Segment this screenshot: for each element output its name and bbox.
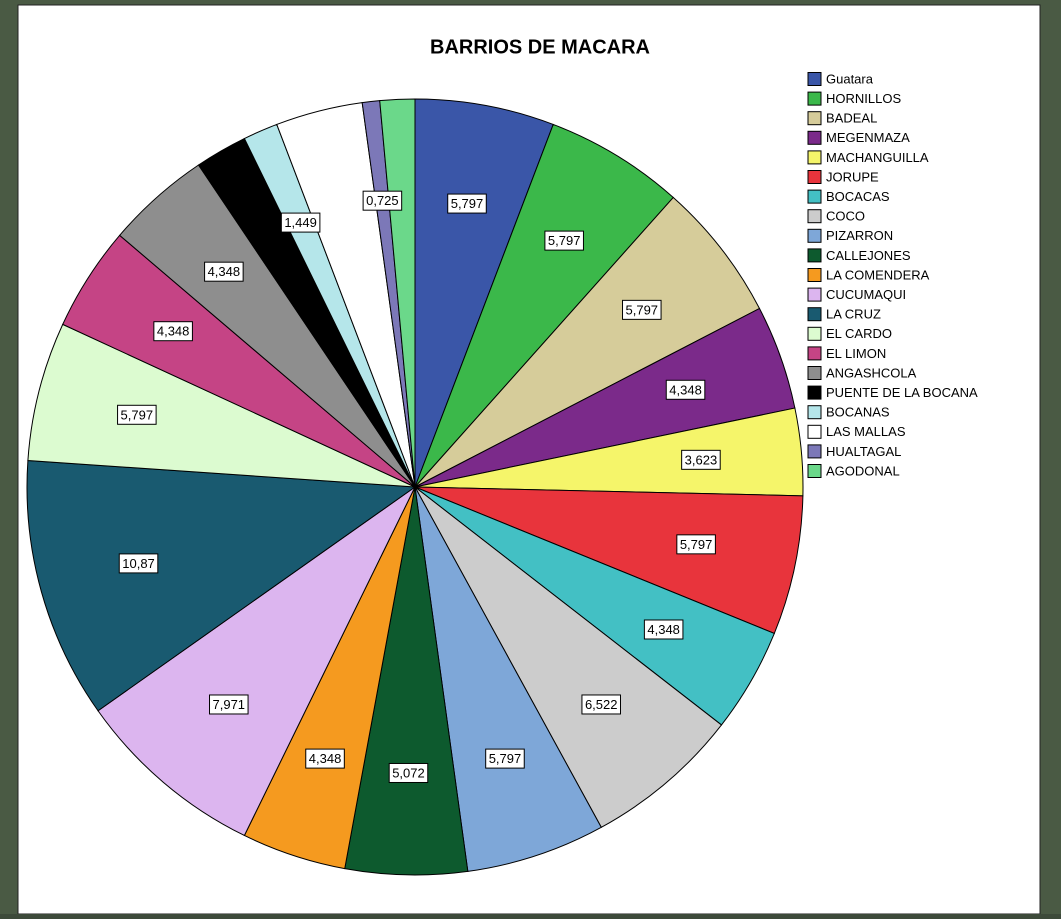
chart-title: BARRIOS DE MACARA: [430, 36, 650, 58]
legend-label: EL LIMON: [826, 346, 886, 361]
legend-swatch: [808, 288, 821, 301]
legend-label: CUCUMAQUI: [826, 287, 906, 302]
legend-swatch: [808, 465, 821, 478]
legend-label: AGODONAL: [826, 463, 900, 478]
legend-swatch: [808, 131, 821, 144]
value-label: 4,348: [208, 264, 241, 279]
value-label: 5,797: [680, 537, 713, 552]
legend-swatch: [808, 367, 821, 380]
value-label: 0,725: [366, 193, 399, 208]
legend-swatch: [808, 151, 821, 164]
value-label: 6,522: [585, 697, 618, 712]
legend-swatch: [808, 190, 821, 203]
value-label: 5,797: [121, 407, 154, 422]
legend-label: ANGASHCOLA: [826, 365, 917, 380]
legend-label: BADEAL: [826, 111, 877, 126]
value-label: 7,971: [213, 697, 246, 712]
value-label: 5,797: [489, 751, 522, 766]
chart: BARRIOS DE MACARA 5,797 5,797 5,797 4,348 3,…: [0, 0, 1061, 914]
legend-label: PUENTE DE LA BOCANA: [826, 385, 978, 400]
value-label: 5,797: [451, 196, 484, 211]
legend-label: HUALTAGAL: [826, 444, 901, 459]
value-label: 10,87: [122, 556, 155, 571]
legend-label: BOCANAS: [826, 405, 890, 420]
legend-label: MACHANGUILLA: [826, 150, 929, 165]
legend-label: BOCACAS: [826, 189, 890, 204]
legend-label: MEGENMAZA: [826, 130, 910, 145]
legend-label: HORNILLOS: [826, 91, 901, 106]
legend-label: JORUPE: [826, 169, 879, 184]
legend-label: LA CRUZ: [826, 307, 881, 322]
legend-label: PIZARRON: [826, 228, 893, 243]
legend-swatch: [808, 92, 821, 105]
legend-label: COCO: [826, 209, 865, 224]
value-label: 5,797: [548, 233, 581, 248]
legend-swatch: [808, 210, 821, 223]
legend-label: LAS MALLAS: [826, 424, 906, 439]
value-label: 4,348: [647, 622, 680, 637]
legend-label: Guatara: [826, 71, 874, 86]
legend-swatch: [808, 112, 821, 125]
legend-swatch: [808, 249, 821, 262]
legend-swatch: [808, 171, 821, 184]
value-label: 5,072: [392, 765, 425, 780]
legend-swatch: [808, 406, 821, 419]
legend-swatch: [808, 327, 821, 340]
legend-swatch: [808, 347, 821, 360]
legend-swatch: [808, 425, 821, 438]
value-label: 3,623: [685, 452, 718, 467]
value-label: 1,449: [284, 215, 317, 230]
value-label: 5,797: [626, 302, 659, 317]
legend-swatch: [808, 229, 821, 242]
legend-label: EL CARDO: [826, 326, 892, 341]
value-label: 4,348: [309, 751, 342, 766]
legend-swatch: [808, 445, 821, 458]
value-label: 4,348: [669, 382, 702, 397]
legend-swatch: [808, 308, 821, 321]
legend-label: LA COMENDERA: [826, 267, 930, 282]
value-label: 4,348: [157, 324, 190, 339]
legend-swatch: [808, 269, 821, 282]
legend-swatch: [808, 386, 821, 399]
legend-swatch: [808, 73, 821, 86]
legend-label: CALLEJONES: [826, 248, 911, 263]
